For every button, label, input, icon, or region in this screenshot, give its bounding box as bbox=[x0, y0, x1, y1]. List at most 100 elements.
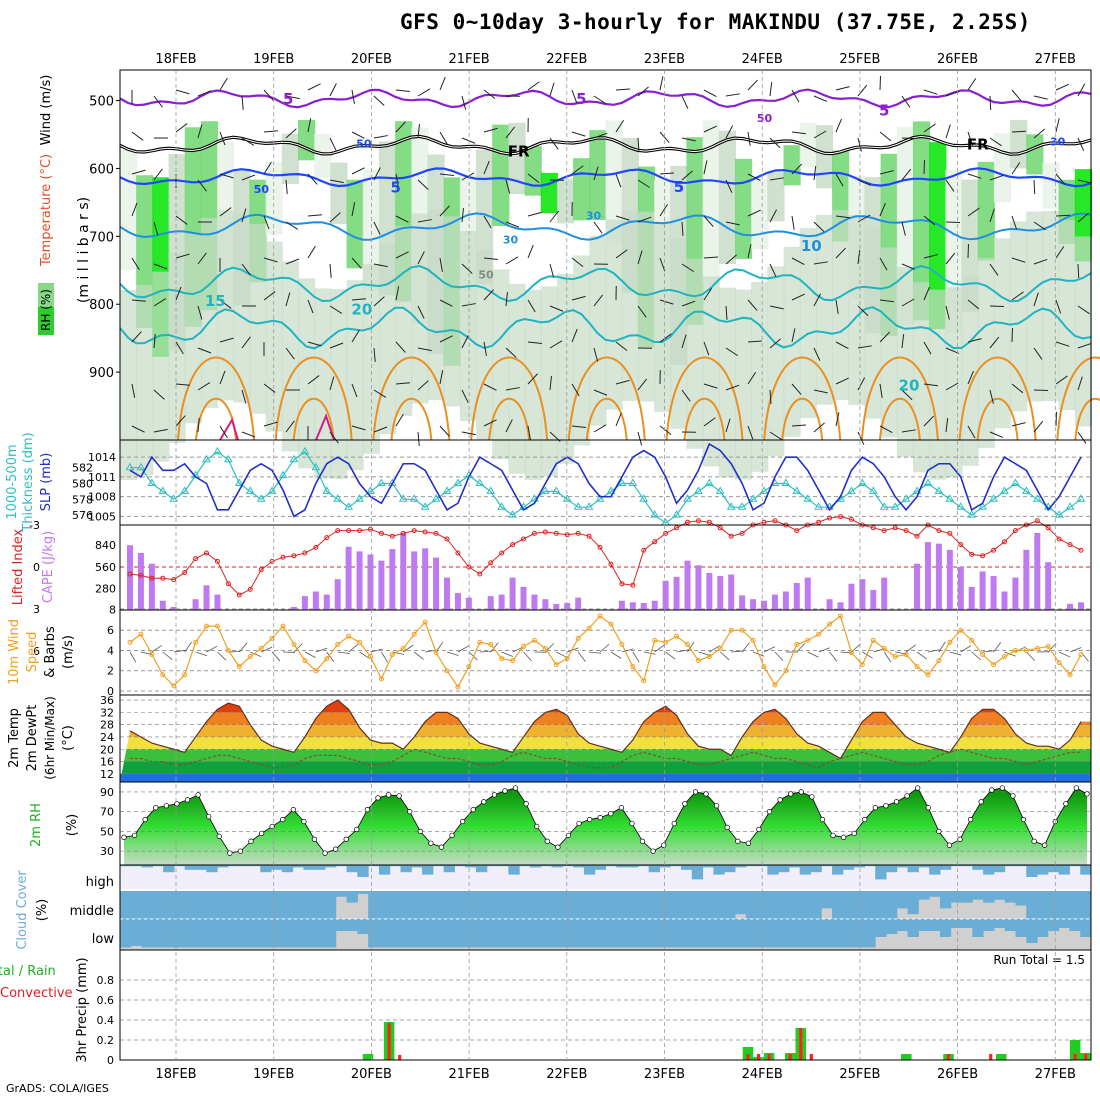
thickness-point bbox=[639, 494, 649, 502]
cloud-high-bar bbox=[821, 865, 833, 867]
temperature-band bbox=[120, 724, 1091, 737]
wind-speed-point bbox=[947, 639, 953, 645]
rh-point bbox=[745, 840, 752, 846]
cloud-low-bar bbox=[281, 919, 294, 948]
wind-barb bbox=[615, 412, 622, 427]
wind-barb bbox=[615, 379, 630, 385]
wind-barb bbox=[395, 121, 406, 133]
contour-label: 5 bbox=[674, 178, 684, 196]
rh-point bbox=[1042, 842, 1048, 848]
wind-barb bbox=[307, 118, 312, 133]
lifted-index-point bbox=[728, 533, 734, 539]
cloud-middle-bar bbox=[713, 891, 725, 919]
cloud-high-bar bbox=[734, 865, 747, 868]
cape-bar bbox=[454, 593, 461, 610]
wind-speed-line bbox=[129, 615, 1082, 689]
cloud-low-bar bbox=[918, 919, 930, 931]
cloud-low-bar bbox=[130, 919, 143, 946]
wind-barb bbox=[549, 305, 564, 312]
contour-warm bbox=[390, 397, 433, 441]
precip-convective-bar bbox=[989, 1054, 993, 1060]
cloud-middle-bar bbox=[875, 891, 887, 919]
wind-barb bbox=[483, 160, 490, 175]
rh-shading bbox=[605, 219, 623, 410]
wind-barb bbox=[599, 643, 610, 653]
temperature-band bbox=[120, 700, 1091, 713]
wind-barb bbox=[731, 650, 744, 653]
rh-shading bbox=[459, 230, 478, 421]
rh-shading bbox=[217, 210, 235, 401]
lifted-index-point bbox=[706, 519, 712, 525]
wind-barb bbox=[1011, 89, 1022, 102]
wind-barb bbox=[725, 384, 740, 391]
temperature-band bbox=[120, 761, 1091, 774]
wind-barb bbox=[791, 215, 795, 230]
contour-label: 50 bbox=[757, 112, 773, 125]
contour-label: 20 bbox=[899, 377, 920, 395]
rh-point bbox=[936, 828, 942, 835]
contour-hot bbox=[315, 413, 335, 441]
wind-barb bbox=[263, 161, 272, 175]
lifted-index-point bbox=[193, 556, 199, 562]
wind-barb bbox=[1077, 342, 1092, 349]
cape-bar bbox=[859, 579, 866, 610]
cape-tick-label: 840 bbox=[95, 539, 116, 552]
cloud-low-bar bbox=[249, 919, 261, 948]
wind-speed-point bbox=[597, 613, 603, 619]
wind-barb bbox=[916, 651, 927, 660]
x-axis: 18FEB 18FEB 19FEB 19FEB 20FEB 20FEB 21FEB 21FEB… bbox=[155, 52, 1075, 1082]
temperature-band bbox=[120, 749, 1091, 762]
wind-barb bbox=[439, 299, 453, 307]
wind-barb bbox=[197, 418, 200, 433]
cloud-low-bar bbox=[314, 919, 326, 948]
rh-point bbox=[407, 809, 413, 815]
cape-bar bbox=[848, 583, 855, 610]
contour-warm bbox=[372, 356, 451, 441]
wind-barb bbox=[813, 95, 828, 102]
cape-bar bbox=[618, 600, 625, 610]
wind-barb bbox=[659, 131, 670, 143]
wind-barb bbox=[835, 299, 839, 314]
rh-point bbox=[301, 818, 307, 825]
cloud-low-bar bbox=[724, 919, 736, 948]
rh-tick-label: 70 bbox=[100, 806, 114, 819]
contour-label: 5 bbox=[879, 102, 889, 120]
cloud-middle-bar bbox=[594, 891, 606, 919]
cloud-high-bar bbox=[799, 865, 811, 875]
wind-barb bbox=[197, 252, 207, 265]
cape-bar bbox=[771, 594, 778, 610]
wind-speed-point bbox=[991, 662, 997, 668]
lifted-index-point bbox=[1012, 528, 1018, 534]
wind-speed-point bbox=[444, 668, 450, 674]
contour-label: FR bbox=[508, 142, 530, 160]
wind-barb bbox=[1011, 422, 1026, 427]
contour-minus5 bbox=[119, 88, 1092, 109]
wind-barb bbox=[818, 647, 831, 653]
chart-title: GFS 0~10day 3-hourly for MAKINDU (37.75E… bbox=[400, 10, 1031, 34]
lifted-index-point bbox=[225, 581, 231, 587]
wind-barb bbox=[175, 415, 186, 427]
wind-barb bbox=[241, 336, 251, 349]
wind-barb bbox=[883, 651, 892, 663]
cloud-high-bar bbox=[573, 865, 585, 868]
cape-bar bbox=[706, 572, 713, 610]
cloud-low-bar bbox=[799, 919, 811, 948]
thickness-point bbox=[868, 486, 878, 494]
cloud-middle-bar bbox=[368, 891, 380, 919]
wind-barb bbox=[769, 338, 781, 349]
top-date-label: 27FEB bbox=[1035, 52, 1076, 67]
cape-bar bbox=[695, 565, 702, 610]
lifted-tick-label: 3 bbox=[33, 603, 40, 616]
wind-barb bbox=[329, 179, 344, 184]
cloud-middle-bar bbox=[1004, 891, 1016, 903]
temperature-tick-label: 12 bbox=[100, 768, 114, 781]
wind-barb bbox=[879, 299, 894, 303]
rh-point bbox=[766, 809, 773, 815]
wind-barb bbox=[140, 651, 153, 656]
thickness-point bbox=[147, 478, 157, 486]
thickness-point bbox=[136, 462, 146, 471]
cloud-middle-bar bbox=[734, 891, 747, 915]
wind-barb bbox=[945, 252, 956, 265]
cloud-middle-bar bbox=[173, 891, 186, 919]
rh-shading bbox=[977, 161, 995, 261]
